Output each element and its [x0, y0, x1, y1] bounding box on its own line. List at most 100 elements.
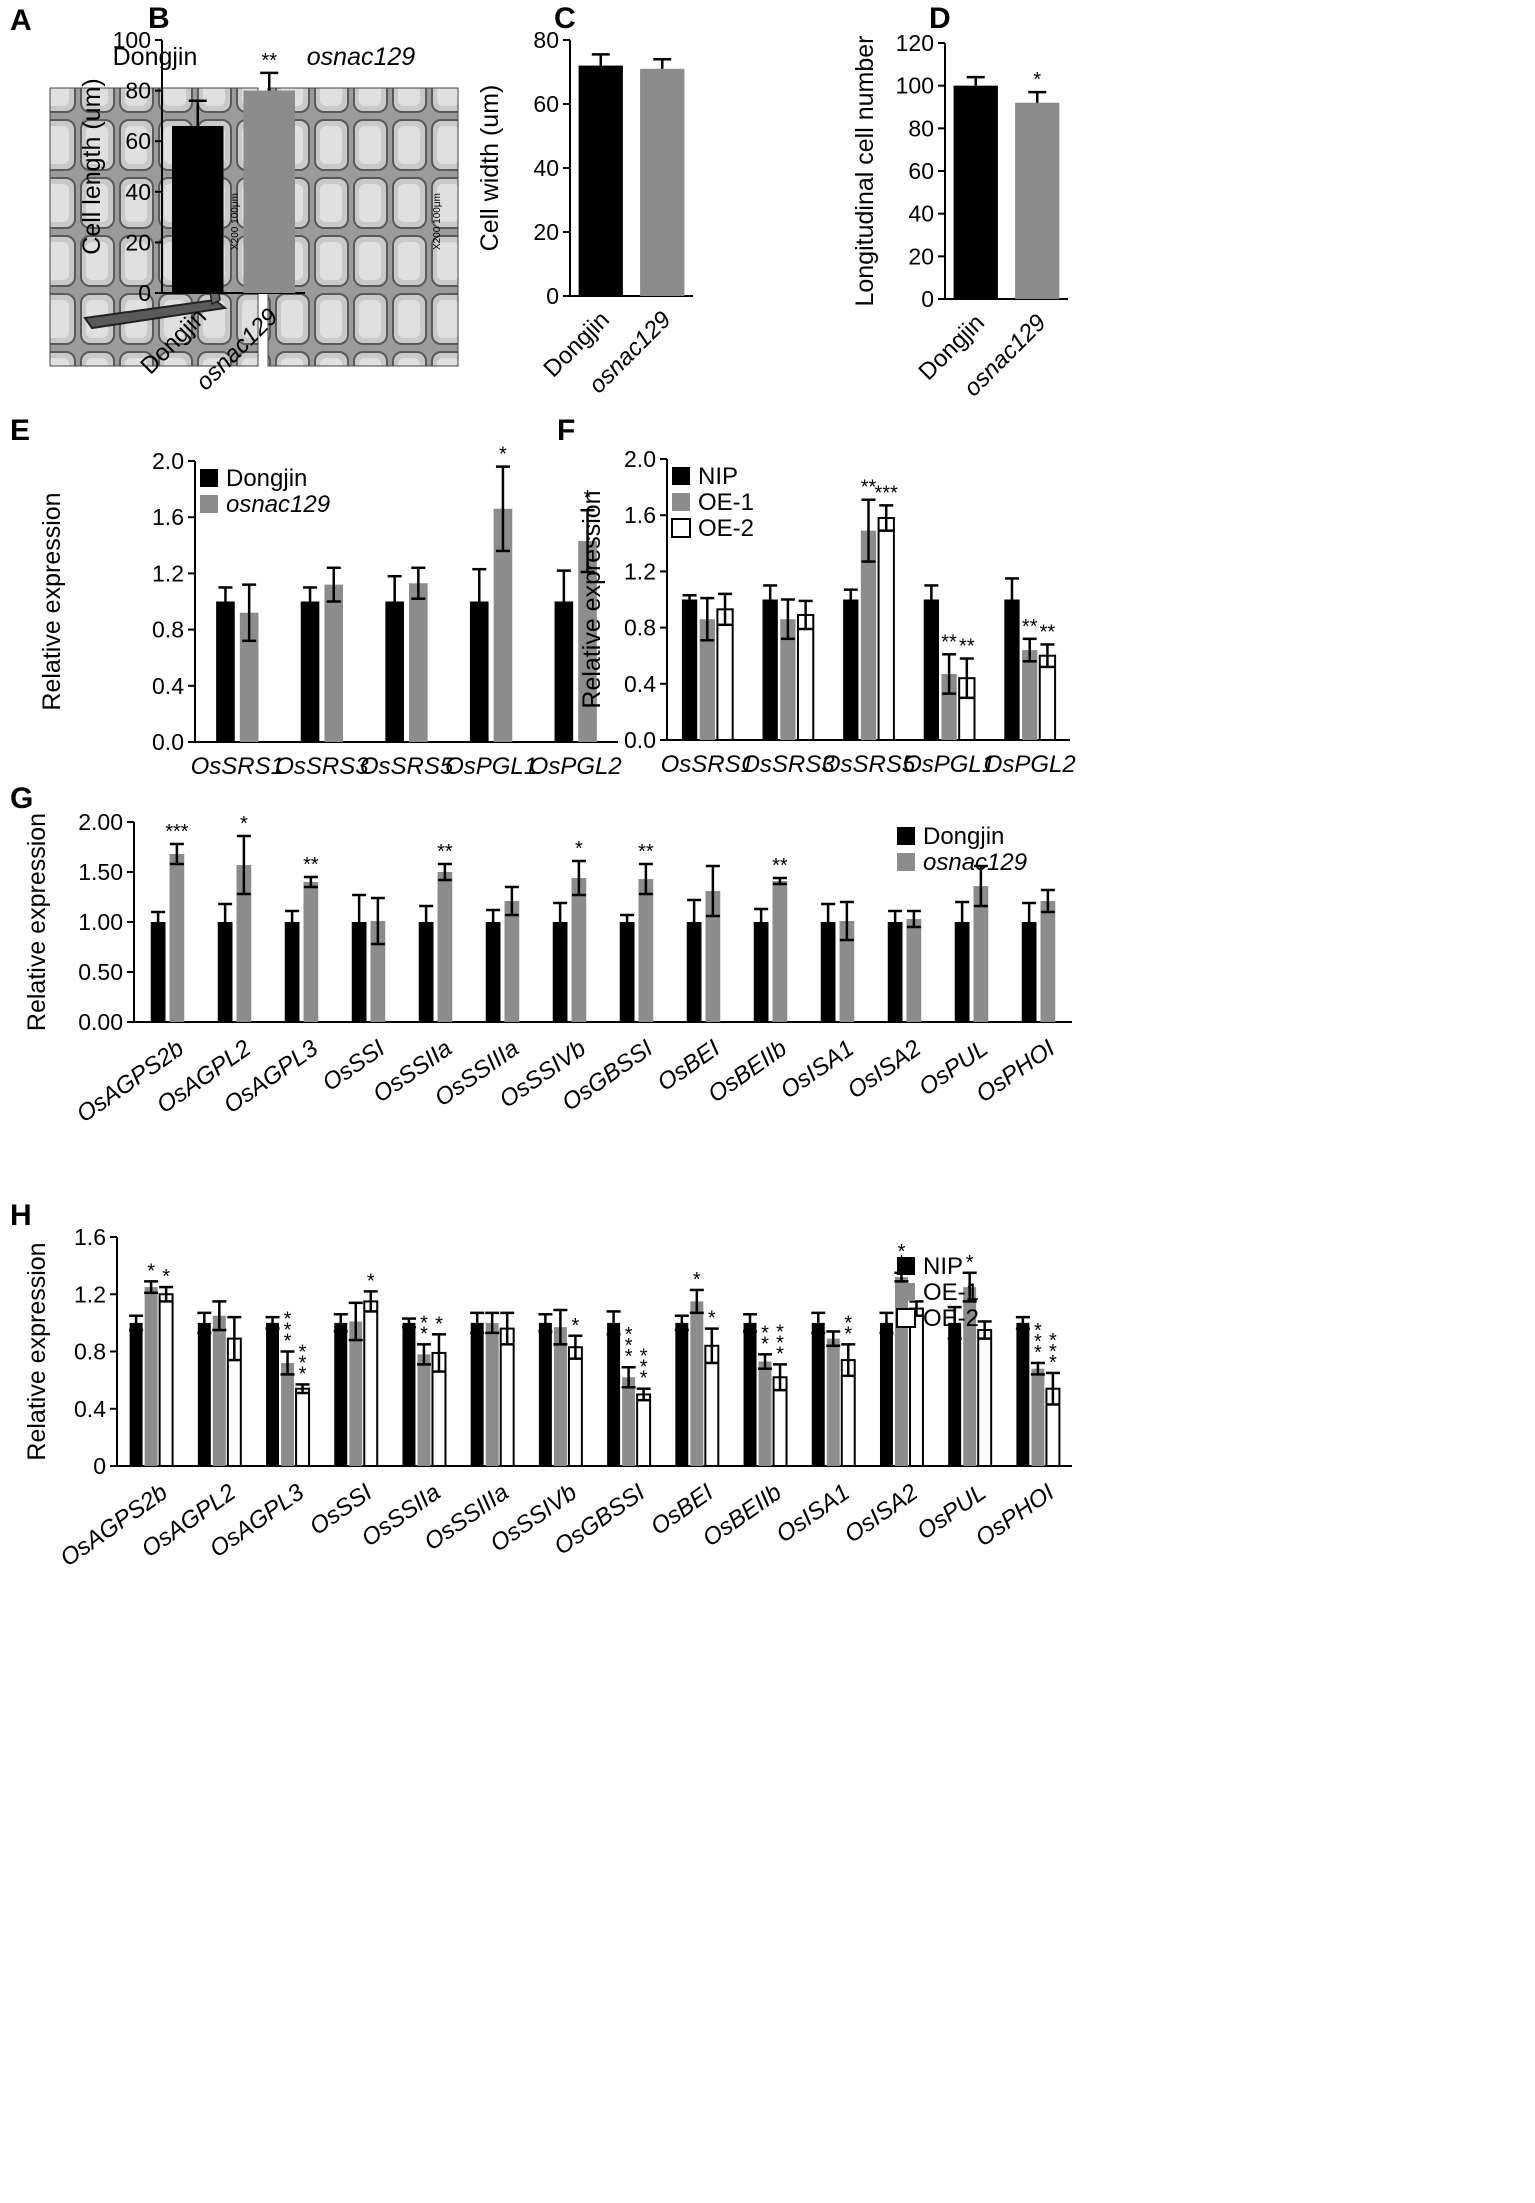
y-tick-label: 20 [908, 243, 934, 269]
bar [716, 608, 734, 742]
significance-star: * [625, 1335, 633, 1357]
bar [485, 922, 501, 1022]
bar [571, 878, 587, 1022]
bar [216, 601, 235, 742]
category-label: OsPGL2 [530, 753, 622, 780]
bar [1022, 650, 1038, 740]
y-tick-label: 2.00 [78, 809, 123, 835]
significance-stars: ** [861, 477, 877, 499]
bar [619, 922, 635, 1022]
legend-swatch [897, 827, 915, 845]
y-tick-label: 0 [546, 283, 559, 309]
bar [772, 881, 788, 1022]
significance-stars: ** [437, 841, 453, 863]
significance-star: * [1049, 1341, 1057, 1363]
legend-label: osnac129 [226, 491, 330, 518]
significance-star: * [147, 1260, 155, 1282]
significance-star: * [435, 1313, 443, 1335]
bar [977, 1329, 993, 1467]
y-tick-label: 1.00 [78, 909, 123, 935]
chart-d: D 0 20 40 60 80 100 120 Longitudinal cell number… [851, 2, 1068, 402]
bar [266, 1322, 280, 1466]
bar [295, 1387, 311, 1468]
bar [796, 613, 815, 742]
category-label: OsPGL1 [903, 751, 995, 778]
bar [243, 90, 295, 293]
bar [409, 583, 428, 742]
bar [780, 619, 796, 740]
bar [640, 68, 685, 296]
bar [470, 1322, 484, 1466]
panel-label-e: E [10, 414, 30, 447]
y-tick-label: 20 [125, 229, 151, 255]
y-tick-label: 60 [125, 128, 151, 154]
bar [197, 1322, 211, 1466]
bar [150, 922, 166, 1022]
bar [699, 619, 715, 740]
bar [363, 1300, 379, 1467]
bar [843, 599, 859, 740]
sem-scale-right: X200 100μm [432, 193, 443, 250]
significance-star: * [1034, 1331, 1042, 1353]
significance-stars: *** [875, 482, 899, 504]
bar [906, 919, 922, 1022]
bar [1040, 901, 1056, 1022]
bar [553, 1327, 567, 1466]
bar [894, 1277, 908, 1466]
bar [217, 922, 233, 1022]
legend-swatch [897, 853, 915, 871]
legend-label: Dongjin [923, 823, 1004, 850]
y-tick-label: 100 [896, 73, 934, 99]
significance-star: * [299, 1341, 307, 1363]
significance-star: * [420, 1312, 428, 1334]
bar [1021, 922, 1037, 1022]
bar [887, 922, 903, 1022]
y-axis-title: Relative expression [578, 490, 606, 708]
panel-label-f: F [557, 414, 575, 447]
bar [681, 599, 698, 740]
y-tick-label: 40 [908, 201, 934, 227]
chart-g: G 0.00 0.50 1.00 1.50 2.00 Relative expression… [10, 782, 1072, 1128]
y-tick-label: 0.4 [152, 673, 184, 699]
bar [762, 599, 778, 740]
y-tick-label: 1.2 [152, 560, 184, 586]
significance-star: * [776, 1343, 784, 1365]
sem-image-osnac129: X200 100μm [267, 87, 459, 367]
legend-label: OE-1 [923, 1279, 979, 1306]
significance-star: * [625, 1324, 633, 1346]
significance-stars: * [240, 813, 248, 835]
significance-stars: ** [638, 841, 654, 863]
bar [567, 1346, 583, 1468]
category-label: OsPGL2 [984, 751, 1076, 778]
y-tick-label: 1.2 [74, 1281, 106, 1307]
y-axis-title: Relative expression [23, 813, 51, 1031]
significance-star: * [966, 1252, 974, 1274]
y-tick-label: 60 [533, 91, 559, 117]
bar [1015, 102, 1060, 299]
legend-swatch [897, 1283, 915, 1301]
bar [485, 1322, 499, 1466]
significance-star: * [844, 1312, 852, 1334]
y-tick-label: 80 [908, 115, 934, 141]
y-axis-title: Relative expression [38, 492, 66, 710]
legend-swatch [672, 493, 690, 511]
y-tick-label: 0.8 [624, 615, 656, 641]
category-label: OsSRS1 [661, 751, 754, 778]
significance-star: * [708, 1308, 716, 1330]
category-label: OsSRS5 [360, 753, 454, 780]
y-tick-label: 0 [921, 286, 934, 312]
bar [172, 126, 224, 294]
significance-stars: ** [772, 855, 788, 877]
legend-label: OE-2 [923, 1305, 979, 1332]
bar [552, 922, 568, 1022]
panel-label-d: D [929, 2, 951, 35]
bar [860, 530, 877, 740]
legend-label: NIP [923, 1253, 963, 1280]
bar [370, 921, 386, 1022]
category-label: OsSRS3 [275, 753, 369, 780]
significance-stars: * [499, 444, 507, 466]
panel-label-h: H [10, 1199, 32, 1232]
bar [820, 922, 836, 1022]
